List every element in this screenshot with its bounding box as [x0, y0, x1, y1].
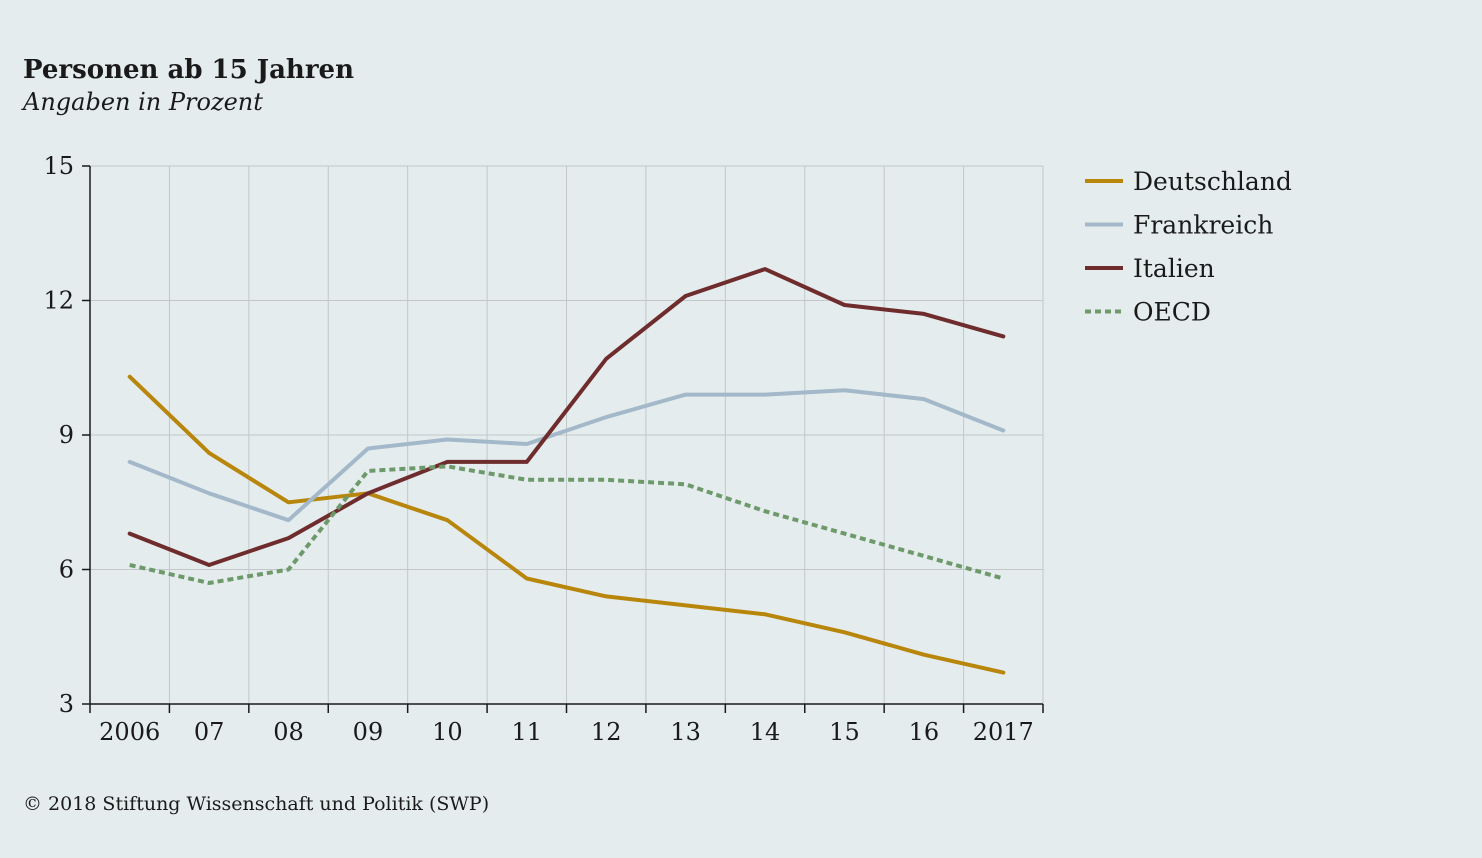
x-tick-label: 11	[512, 718, 543, 746]
series-line-italien	[127, 267, 1006, 567]
x-tick-label: 15	[829, 718, 860, 746]
x-tick-label: 14	[750, 718, 781, 746]
x-tick-label: 10	[432, 718, 463, 746]
x-tick-label: 07	[194, 718, 225, 746]
x-tick-label: 09	[353, 718, 384, 746]
axes: 3 6 9 12 15 2006 07 08 09 10 11 12 13 14 15 16 2017	[43, 152, 1044, 746]
x-tick-label: 08	[273, 718, 304, 746]
y-tick-label: 3	[59, 690, 74, 718]
chart-title: Personen ab 15 Jahren	[23, 55, 354, 85]
legend-label-oecd: OECD	[1133, 298, 1211, 327]
legend: Deutschland Frankreich Italien OECD	[1085, 167, 1292, 327]
x-tick-label: 2006	[99, 718, 160, 746]
y-tick-label: 9	[59, 421, 74, 449]
grid	[90, 165, 1044, 704]
legend-label-italien: Italien	[1133, 254, 1215, 283]
series-line-deutschland	[127, 374, 1006, 675]
y-tick-label: 12	[43, 287, 74, 315]
y-tick-label: 15	[43, 152, 74, 180]
legend-label-deutschland: Deutschland	[1133, 167, 1292, 196]
x-tick-label: 12	[591, 718, 622, 746]
copyright-footer: © 2018 Stiftung Wissenschaft und Politik…	[23, 793, 490, 815]
series-line-frankreich	[127, 388, 1006, 523]
x-tick-label: 13	[670, 718, 701, 746]
series-lines	[127, 267, 1006, 675]
legend-label-frankreich: Frankreich	[1133, 211, 1273, 240]
x-tick-label: 2017	[973, 718, 1034, 746]
chart-subtitle: Angaben in Prozent	[23, 88, 263, 116]
x-tick-label: 16	[909, 718, 940, 746]
y-tick-label: 6	[59, 556, 74, 584]
